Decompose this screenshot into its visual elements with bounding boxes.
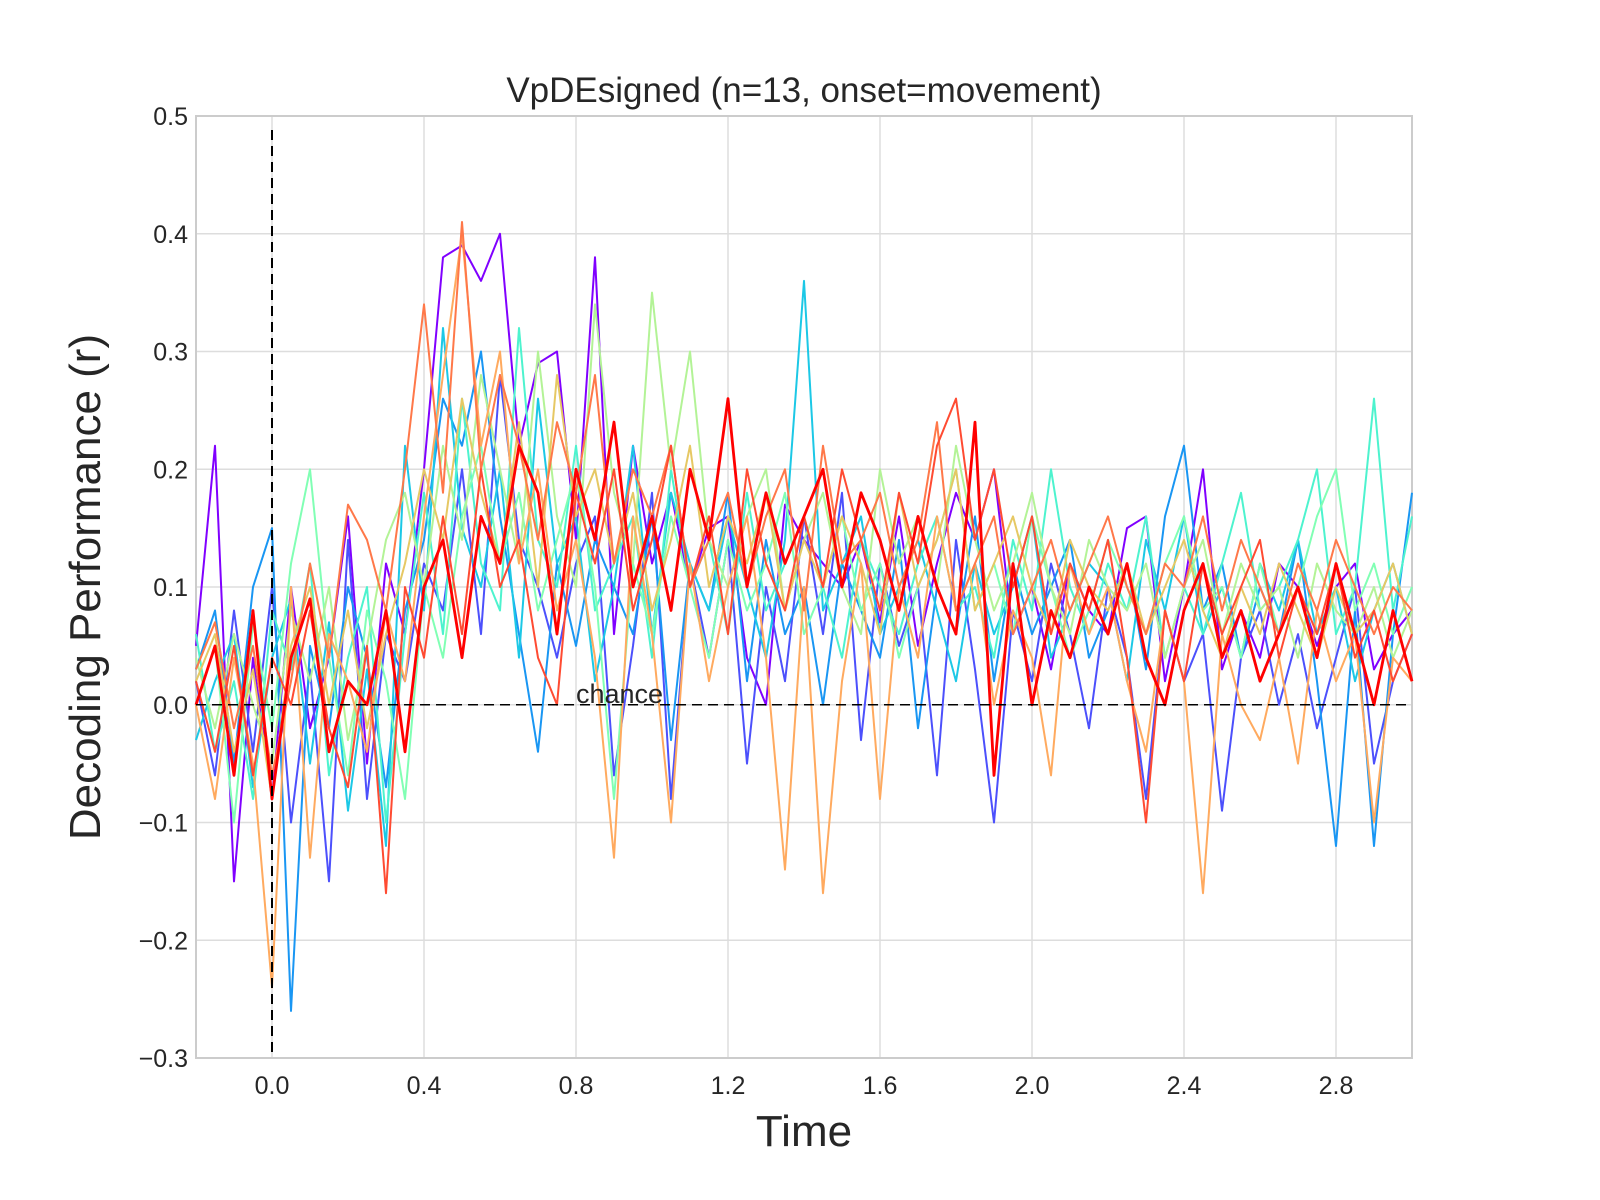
y-tick-label: 0.3 bbox=[153, 339, 188, 367]
chart-title: VpDEsigned (n=13, onset=movement) bbox=[506, 71, 1101, 110]
x-tick-label: 1.6 bbox=[863, 1072, 898, 1100]
y-tick-label: 0.5 bbox=[153, 103, 188, 131]
x-tick-label: 0.4 bbox=[407, 1072, 442, 1100]
series-line-12 bbox=[194, 397, 1414, 801]
x-tick-label: 0.8 bbox=[559, 1072, 594, 1100]
x-tick-label: 2.0 bbox=[1015, 1072, 1050, 1100]
series-line-9 bbox=[195, 232, 1413, 989]
y-axis-label: Decoding Performance (r) bbox=[61, 334, 110, 840]
x-tick-label: 2.4 bbox=[1167, 1072, 1202, 1100]
reference-lines bbox=[196, 130, 1412, 1058]
series-lines bbox=[194, 221, 1414, 1012]
y-tick-label: 0.2 bbox=[153, 456, 188, 484]
chance-annotation: chance bbox=[576, 679, 663, 709]
x-tick-label: 1.2 bbox=[711, 1072, 746, 1100]
y-tick-label: 0.1 bbox=[153, 574, 188, 602]
x-tick-labels: 0.0 0.4 0.8 1.2 1.6 2.0 2.4 2.8 bbox=[255, 1072, 1354, 1100]
x-tick-label: 2.8 bbox=[1319, 1072, 1354, 1100]
y-tick-label: 0.0 bbox=[153, 692, 188, 720]
x-axis-label: Time bbox=[756, 1107, 852, 1156]
series-line-10 bbox=[195, 221, 1413, 777]
y-tick-label: −0.2 bbox=[139, 927, 188, 955]
y-tick-label: 0.4 bbox=[153, 221, 188, 249]
y-tick-label: −0.1 bbox=[139, 810, 188, 838]
x-tick-label: 0.0 bbox=[255, 1072, 290, 1100]
y-tick-labels: −0.3 −0.2 −0.1 0.0 0.1 0.2 0.3 0.4 0.5 bbox=[139, 103, 188, 1073]
y-tick-label: −0.3 bbox=[139, 1045, 188, 1073]
series-line-6 bbox=[195, 444, 1413, 824]
series-line-8 bbox=[195, 374, 1413, 800]
series-line-4 bbox=[195, 279, 1413, 847]
